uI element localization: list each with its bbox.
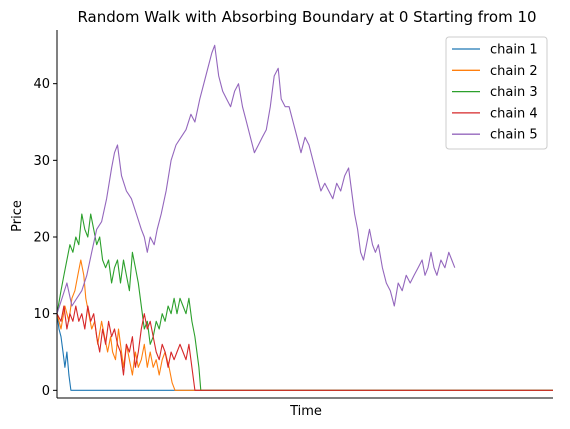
series-line-chain-2 — [56, 259, 553, 391]
legend-label-chain-5: chain 5 — [490, 128, 538, 143]
legend-label-chain-3: chain 3 — [490, 85, 538, 100]
chart-title: Random Walk with Absorbing Boundary at 0… — [77, 8, 536, 26]
y-tick-label: 30 — [33, 154, 50, 169]
legend-label-chain-2: chain 2 — [490, 64, 538, 79]
y-axis-label: Price — [10, 200, 25, 232]
y-tick-label: 40 — [33, 77, 50, 92]
legend-frame — [445, 36, 548, 150]
x-axis-label: Time — [289, 404, 322, 419]
plot-area — [56, 44, 553, 391]
series-line-chain-5 — [56, 44, 456, 314]
legend-label-chain-1: chain 1 — [490, 43, 538, 58]
series-line-chain-1 — [56, 313, 553, 391]
y-tick-label: 20 — [33, 231, 50, 246]
y-axis-ticks: 0 10 20 30 40 — [33, 77, 57, 399]
series-line-chain-3 — [56, 213, 553, 391]
legend: chain 1 chain 2 chain 3 chain 4 chain 5 — [445, 36, 548, 150]
y-tick-label: 10 — [33, 307, 50, 322]
y-tick-label: 0 — [42, 384, 50, 399]
series-line-chain-4 — [56, 305, 553, 391]
legend-label-chain-4: chain 4 — [490, 106, 538, 121]
